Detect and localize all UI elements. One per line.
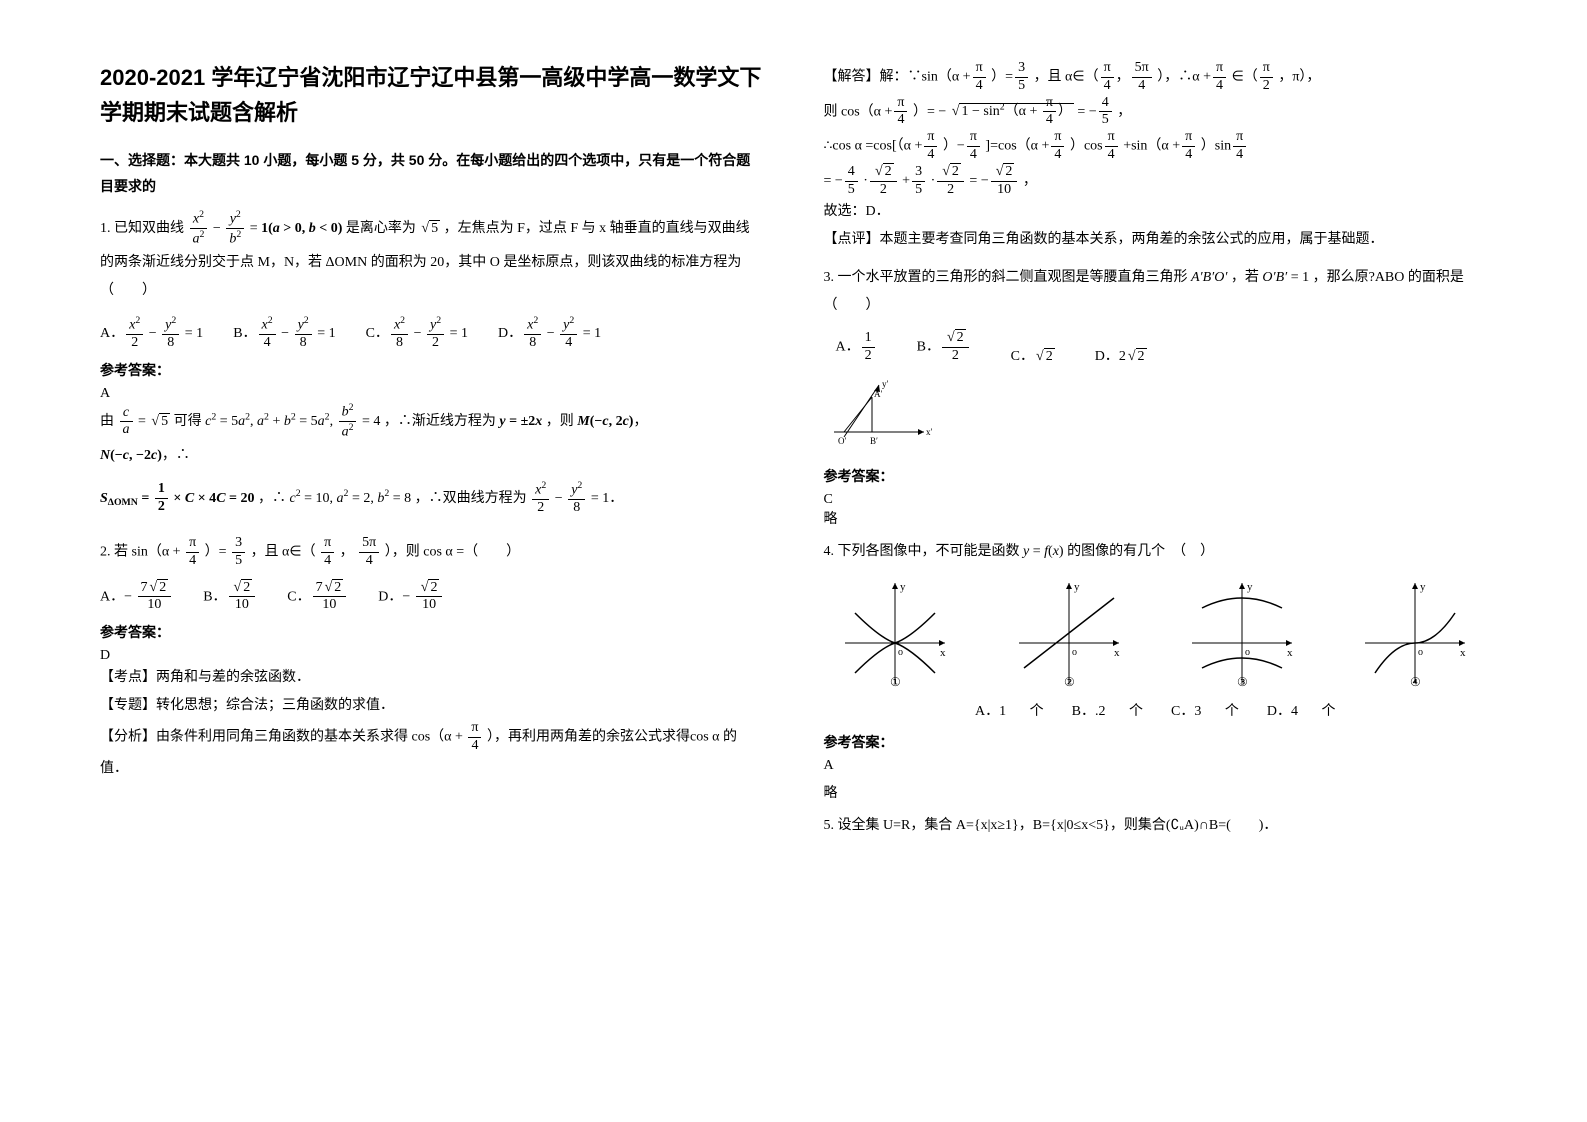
svg-text:②: ② bbox=[1064, 675, 1075, 688]
svg-text:o: o bbox=[1418, 647, 1423, 658]
svg-text:①: ① bbox=[890, 675, 901, 688]
svg-text:y: y bbox=[1247, 581, 1253, 593]
q1-opt-a: A．x22 − y28 = 1 bbox=[100, 315, 203, 352]
svg-text:O′: O′ bbox=[838, 436, 846, 446]
q1-opt-d: D．x28 − y24 = 1 bbox=[498, 315, 601, 352]
svg-text:x: x bbox=[1114, 647, 1120, 659]
q1-answer: A bbox=[100, 386, 764, 402]
q1-eq-frac2: y2b2 bbox=[226, 209, 244, 249]
triangle-diagram-icon: O′ B′ A′ y′ x′ bbox=[824, 377, 934, 447]
question-5: 5. 设全集 U=R，集合 A={x|x≥1}，B={x|0≤x<5}，则集合(… bbox=[824, 812, 1488, 840]
section-1-heading: 一、选择题：本大题共 10 小题，每小题 5 分，共 50 分。在每小题给出的四… bbox=[100, 148, 764, 198]
q1-eq-frac1: x2a2 bbox=[190, 209, 208, 249]
graph-2-icon: x y o ② bbox=[1014, 578, 1124, 688]
q3-opt-a: A．12 bbox=[836, 330, 877, 365]
svg-text:o: o bbox=[898, 647, 903, 658]
q2-solution-cont: 【解答】解：∵sin（α +π4 ）=35 ，且 α∈（π4，5π4 ），∴α … bbox=[824, 60, 1488, 254]
question-4: 4. 下列各图像中，不可能是函数 y = f(x) 的图像的有几个 （ ） bbox=[824, 538, 1488, 566]
graph-3-icon: x y o ③ bbox=[1187, 578, 1297, 688]
q3-answer: C bbox=[824, 492, 1488, 508]
svg-text:x: x bbox=[1287, 647, 1293, 659]
sqrt5-icon: 5 bbox=[419, 215, 440, 243]
svg-text:o: o bbox=[1072, 647, 1077, 658]
q2-answer: D bbox=[100, 648, 764, 664]
svg-text:y′: y′ bbox=[882, 379, 889, 389]
svg-text:③: ③ bbox=[1237, 675, 1248, 688]
q3-opt-b: B．22 bbox=[917, 330, 971, 365]
answer-label-3: 参考答案： bbox=[824, 466, 1488, 486]
answer-label-4: 参考答案： bbox=[824, 732, 1488, 752]
q3-solution: 略 bbox=[824, 508, 1488, 528]
graph-1-icon: x y o ① bbox=[840, 578, 950, 688]
q4-option-line: A．1 个 B．.2 个 C．3 个 D．4 个 bbox=[824, 700, 1488, 720]
q2-opt-b: B．210 bbox=[203, 580, 257, 615]
q2-opt-a: A．− 7210 bbox=[100, 580, 173, 615]
svg-text:x: x bbox=[1460, 647, 1466, 659]
svg-text:A′: A′ bbox=[874, 389, 882, 399]
q1-stem-b: 是离心率为 bbox=[346, 221, 416, 236]
q1-opt-c: C．x28 − y22 = 1 bbox=[366, 315, 468, 352]
question-2: 2. 若 sin（α + π4 ）= 35 ，且 α∈（ π4 ， 5π4 ），… bbox=[100, 535, 764, 570]
svg-text:y: y bbox=[1074, 581, 1080, 593]
question-1: 1. 已知双曲线 x2a2 − y2b2 = 1(a > 0, b < 0) 是… bbox=[100, 209, 764, 305]
svg-text:x: x bbox=[940, 647, 946, 659]
q2-opt-d: D．− 210 bbox=[378, 580, 444, 615]
q1-solution: 由 ca = 5 可得 c2 = 5a2, a2 + b2 = 5a2, b2a… bbox=[100, 402, 764, 517]
q1-options: A．x22 − y28 = 1 B．x24 − y28 = 1 C．x28 − … bbox=[100, 315, 764, 352]
q3-opt-c: C．2 bbox=[1011, 345, 1055, 365]
q2-solution: 【考点】两角和与差的余弦函数． 【专题】转化思想；综合法；三角函数的求值． 【分… bbox=[100, 664, 764, 783]
question-3: 3. 一个水平放置的三角形的斜二侧直观图是等腰直角三角形 A′B′O′ ，若 O… bbox=[824, 264, 1488, 320]
doc-title: 2020-2021 学年辽宁省沈阳市辽宁辽中县第一高级中学高一数学文下学期期末试… bbox=[100, 60, 764, 130]
q4-answer: A bbox=[824, 758, 1488, 774]
q3-options: A．12 B．22 C．2 D．22 bbox=[836, 330, 1488, 365]
svg-text:x′: x′ bbox=[926, 427, 933, 437]
q4-graphs: x y o ① x y o ② x y o ③ x y o ④ bbox=[824, 578, 1488, 688]
svg-text:B′: B′ bbox=[870, 436, 878, 446]
svg-text:y: y bbox=[1420, 581, 1426, 593]
svg-text:o: o bbox=[1245, 647, 1250, 658]
svg-text:④: ④ bbox=[1410, 675, 1421, 688]
q2-options: A．− 7210 B．210 C．7210 D．− 210 bbox=[100, 580, 764, 615]
answer-label-2: 参考答案： bbox=[100, 622, 764, 642]
q1-opt-b: B．x24 − y28 = 1 bbox=[233, 315, 335, 352]
answer-label: 参考答案： bbox=[100, 360, 764, 380]
q4-solution: 略 bbox=[824, 782, 1488, 802]
svg-text:y: y bbox=[900, 581, 906, 593]
q2-opt-c: C．7210 bbox=[287, 580, 348, 615]
graph-4-icon: x y o ④ bbox=[1360, 578, 1470, 688]
q1-stem-a: 1. 已知双曲线 bbox=[100, 221, 188, 236]
q3-opt-d: D．22 bbox=[1095, 345, 1147, 365]
